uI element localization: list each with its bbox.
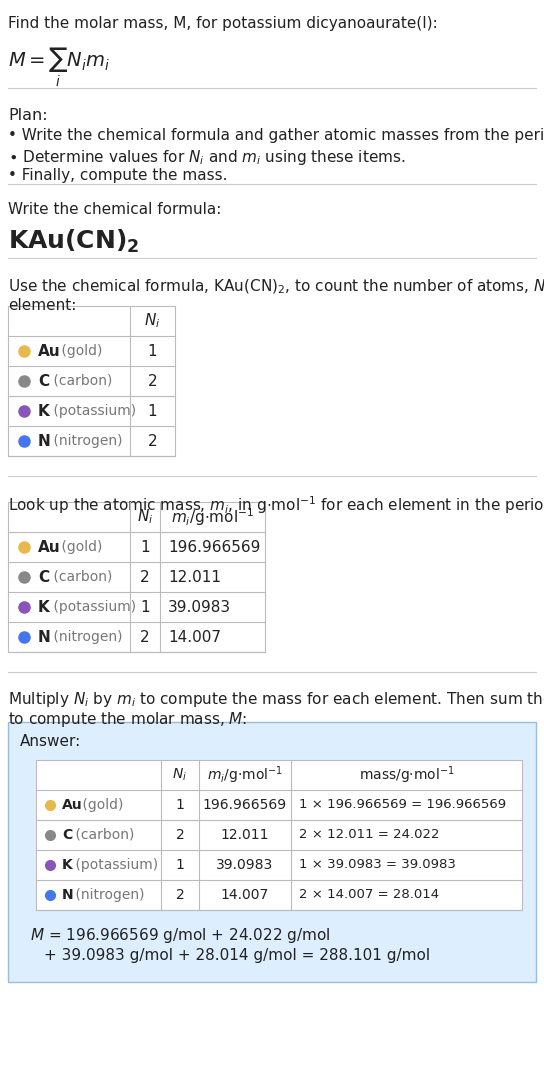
Text: Au: Au — [38, 539, 60, 554]
Text: 12.011: 12.011 — [221, 828, 269, 842]
Text: Multiply $N_i$ by $m_i$ to compute the mass for each element. Then sum those val: Multiply $N_i$ by $m_i$ to compute the m… — [8, 690, 544, 709]
Text: • Finally, compute the mass.: • Finally, compute the mass. — [8, 168, 227, 183]
Text: (gold): (gold) — [57, 344, 102, 358]
Text: Find the molar mass, M, for potassium dicyanoaurate(I):: Find the molar mass, M, for potassium di… — [8, 16, 438, 31]
Text: $M$ = 196.966569 g/mol + 24.022 g/mol: $M$ = 196.966569 g/mol + 24.022 g/mol — [30, 926, 330, 945]
Text: 12.011: 12.011 — [168, 569, 221, 584]
Text: Look up the atomic mass, $m_i$, in g$\cdot$mol$^{-1}$ for each element in the pe: Look up the atomic mass, $m_i$, in g$\cd… — [8, 494, 544, 515]
Text: 1: 1 — [147, 344, 157, 359]
Text: $N_i$: $N_i$ — [144, 312, 160, 330]
Text: (carbon): (carbon) — [71, 828, 134, 842]
Text: C: C — [38, 373, 49, 388]
Text: 2: 2 — [140, 569, 150, 584]
Text: 2: 2 — [140, 630, 150, 645]
Text: K: K — [62, 858, 73, 872]
Text: + 39.0983 g/mol + 28.014 g/mol = 288.101 g/mol: + 39.0983 g/mol + 28.014 g/mol = 288.101… — [44, 948, 430, 963]
Text: 2: 2 — [176, 828, 184, 842]
Bar — [36, 760, 522, 910]
Text: (gold): (gold) — [78, 798, 123, 812]
Text: element:: element: — [8, 298, 76, 313]
Text: K: K — [38, 599, 50, 614]
Text: (nitrogen): (nitrogen) — [71, 888, 145, 902]
Text: Use the chemical formula, KAu(CN)$_2$, to count the number of atoms, $N_i$, for : Use the chemical formula, KAu(CN)$_2$, t… — [8, 278, 544, 296]
Text: 2: 2 — [147, 373, 157, 388]
Text: Plan:: Plan: — [8, 108, 48, 123]
Text: (nitrogen): (nitrogen) — [49, 630, 122, 644]
Text: 14.007: 14.007 — [221, 888, 269, 902]
FancyBboxPatch shape — [8, 722, 536, 982]
Text: (gold): (gold) — [57, 540, 102, 554]
Text: 1: 1 — [176, 858, 184, 872]
Text: $m_i$/g$\cdot$mol$^{-1}$: $m_i$/g$\cdot$mol$^{-1}$ — [207, 764, 283, 786]
Text: 39.0983: 39.0983 — [168, 599, 231, 614]
Text: N: N — [62, 888, 73, 902]
Text: to compute the molar mass, $M$:: to compute the molar mass, $M$: — [8, 710, 248, 729]
Text: $N_i$: $N_i$ — [137, 508, 153, 526]
Text: 2 × 14.007 = 28.014: 2 × 14.007 = 28.014 — [299, 888, 439, 901]
Text: 196.966569: 196.966569 — [203, 798, 287, 812]
Bar — [8, 502, 265, 652]
Text: N: N — [38, 433, 51, 448]
Text: Au: Au — [62, 798, 83, 812]
Text: 1 × 196.966569 = 196.966569: 1 × 196.966569 = 196.966569 — [299, 799, 506, 812]
Text: (carbon): (carbon) — [49, 570, 113, 584]
Text: 196.966569: 196.966569 — [168, 539, 261, 554]
Text: (potassium): (potassium) — [49, 600, 136, 614]
Text: N: N — [38, 630, 51, 645]
Text: 2 × 12.011 = 24.022: 2 × 12.011 = 24.022 — [299, 829, 440, 842]
Text: 1: 1 — [176, 798, 184, 812]
Text: 14.007: 14.007 — [168, 630, 221, 645]
Text: $N_i$: $N_i$ — [172, 766, 188, 784]
Text: Answer:: Answer: — [20, 734, 81, 749]
Text: $m_i$/g$\cdot$mol$^{-1}$: $m_i$/g$\cdot$mol$^{-1}$ — [171, 507, 254, 528]
Text: 2: 2 — [147, 433, 157, 448]
Text: C: C — [62, 828, 72, 842]
Text: 2: 2 — [176, 888, 184, 902]
Text: $\bullet$ Determine values for $N_i$ and $m_i$ using these items.: $\bullet$ Determine values for $N_i$ and… — [8, 148, 406, 167]
Text: Write the chemical formula:: Write the chemical formula: — [8, 202, 221, 217]
Text: K: K — [38, 403, 50, 418]
Text: 1: 1 — [147, 403, 157, 418]
Text: (potassium): (potassium) — [49, 404, 136, 418]
Text: (potassium): (potassium) — [71, 858, 158, 872]
Text: Au: Au — [38, 344, 60, 359]
Text: (nitrogen): (nitrogen) — [49, 434, 122, 448]
Text: $M = \sum_i N_i m_i$: $M = \sum_i N_i m_i$ — [8, 46, 110, 89]
Bar — [8, 306, 175, 456]
Text: 1: 1 — [140, 539, 150, 554]
Text: mass/g$\cdot$mol$^{-1}$: mass/g$\cdot$mol$^{-1}$ — [358, 764, 454, 786]
Text: 39.0983: 39.0983 — [217, 858, 274, 872]
Text: 1 × 39.0983 = 39.0983: 1 × 39.0983 = 39.0983 — [299, 858, 456, 871]
Text: C: C — [38, 569, 49, 584]
Text: (carbon): (carbon) — [49, 374, 113, 388]
Text: • Write the chemical formula and gather atomic masses from the periodic table.: • Write the chemical formula and gather … — [8, 128, 544, 143]
Text: 1: 1 — [140, 599, 150, 614]
Text: $\mathbf{KAu(CN)_2}$: $\mathbf{KAu(CN)_2}$ — [8, 229, 139, 255]
